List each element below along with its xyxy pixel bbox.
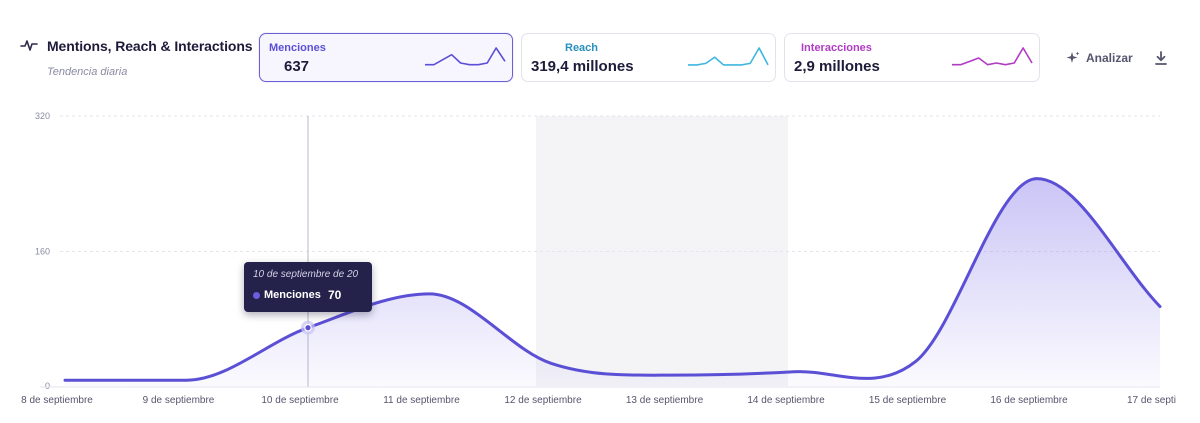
metric-label: Reach (565, 42, 599, 54)
series-area (65, 178, 1160, 387)
y-tick-label: 160 (35, 247, 50, 257)
metric-card-menciones[interactable]: Menciones 637 (259, 33, 513, 82)
y-tick-label: 0 (45, 381, 50, 391)
analyze-button[interactable]: Analizar (1066, 50, 1133, 66)
metric-label: Menciones (269, 42, 326, 54)
data-tooltip: 10 de septiembre de 20 Menciones 70 (244, 262, 372, 312)
area-chart: 0 160 320 8 de septiembre 9 de septiembre 10… (21, 111, 1176, 406)
x-tick-label: 10 de septiembre (261, 395, 339, 406)
metric-card-interacciones[interactable]: Interacciones 2,9 millones (784, 33, 1040, 82)
tooltip-series-name: Menciones (264, 289, 321, 301)
series-line (63, 177, 1162, 382)
download-icon[interactable] (1153, 50, 1169, 66)
sparkline (688, 47, 769, 66)
metric-label: Interacciones (801, 42, 872, 54)
x-tick-label: 16 de septiembre (990, 395, 1068, 406)
chart-subtitle: Tendencia diaria (47, 66, 128, 78)
y-tick-label: 320 (35, 111, 50, 121)
sparkline (425, 47, 506, 66)
hover-point[interactable] (304, 323, 312, 332)
metric-value: 2,9 millones (794, 58, 880, 75)
tooltip-value: 70 (328, 288, 342, 302)
x-tick-label: 14 de septiembre (747, 395, 825, 406)
x-tick-label: 11 de septiembre (383, 395, 460, 406)
analyze-label: Analizar (1086, 51, 1133, 65)
x-tick-label: 13 de septiembre (626, 395, 704, 406)
metric-value: 319,4 millones (531, 58, 634, 75)
sparkline (952, 47, 1033, 66)
metric-card-reach[interactable]: Reach 319,4 millones (521, 33, 776, 82)
x-tick-label: 12 de septiembre (504, 395, 582, 406)
chart-header: Mentions, Reach & Interactions Tendencia… (0, 0, 1200, 100)
chart-title: Mentions, Reach & Interactions (47, 38, 253, 54)
activity-icon (20, 40, 38, 51)
x-tick-label: 17 de septi (1127, 395, 1176, 406)
metric-value: 637 (284, 58, 310, 75)
tooltip-date: 10 de septiembre de 20 (253, 269, 359, 280)
x-tick-label: 15 de septiembre (869, 395, 947, 406)
sparkle-icon (1066, 51, 1080, 63)
x-tick-label: 8 de septiembre (21, 395, 93, 406)
series-dot-icon (253, 292, 260, 299)
x-tick-label: 9 de septiembre (143, 395, 215, 406)
